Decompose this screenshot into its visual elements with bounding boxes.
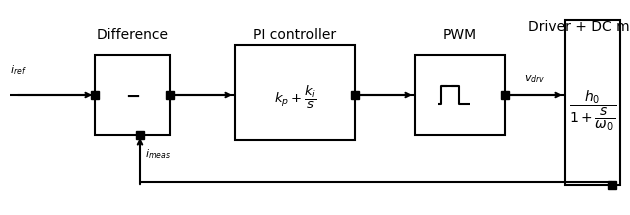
Text: PWM: PWM [443,28,477,42]
Bar [501,91,509,99]
Text: Difference: Difference [96,28,168,42]
Bar [351,91,359,99]
Text: $i_{meas}$: $i_{meas}$ [145,147,171,161]
Bar [235,45,355,140]
Bar [136,131,144,139]
Text: −: − [125,88,140,106]
Text: $i_{ref}$: $i_{ref}$ [10,63,27,77]
Text: $k_p + \dfrac{k_i}{s}$: $k_p + \dfrac{k_i}{s}$ [273,83,316,111]
Text: $v_{drv}$: $v_{drv}$ [524,73,546,85]
Bar [95,55,170,135]
Text: $\dfrac{h_0}{1+\dfrac{s}{\omega_0}}$: $\dfrac{h_0}{1+\dfrac{s}{\omega_0}}$ [569,89,616,133]
Bar [565,20,620,185]
Bar [608,181,616,189]
Bar [91,91,99,99]
Bar [415,55,505,135]
Text: Driver + DC motor: Driver + DC motor [527,20,630,34]
Text: PI controller: PI controller [253,28,336,42]
Bar [166,91,174,99]
